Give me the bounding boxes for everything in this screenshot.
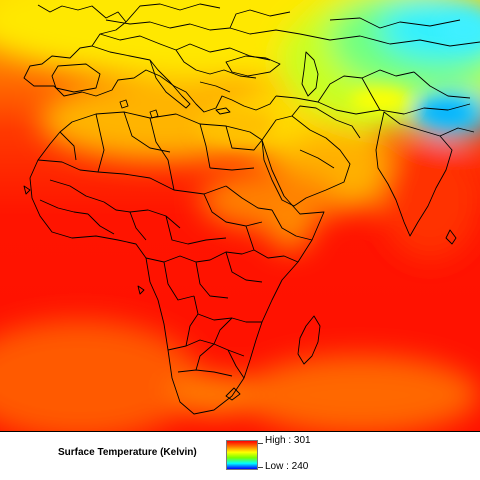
country-borders xyxy=(23,3,480,415)
legend-high-label: High : 301 xyxy=(265,435,311,446)
color-ramp xyxy=(226,440,258,470)
europe-coastline xyxy=(23,4,277,113)
map-canvas xyxy=(0,0,480,432)
arabian-peninsula-outline xyxy=(261,115,351,207)
legend-high-tick xyxy=(258,443,263,444)
legend-low-tick xyxy=(258,467,263,468)
india-outline xyxy=(375,111,453,237)
madagascar-outline xyxy=(297,315,321,365)
africa-coastline xyxy=(29,111,325,415)
iberia-outline xyxy=(51,63,101,93)
caspian-sea-outline xyxy=(301,51,319,97)
black-sea-outline xyxy=(225,55,281,77)
legend-title: Surface Temperature (Kelvin) xyxy=(58,447,197,458)
legend-low-label: Low : 240 xyxy=(265,461,309,472)
legend: Surface Temperature (Kelvin) High : 301 … xyxy=(0,432,480,480)
temperature-field xyxy=(0,0,480,431)
italy-outline xyxy=(149,59,191,109)
